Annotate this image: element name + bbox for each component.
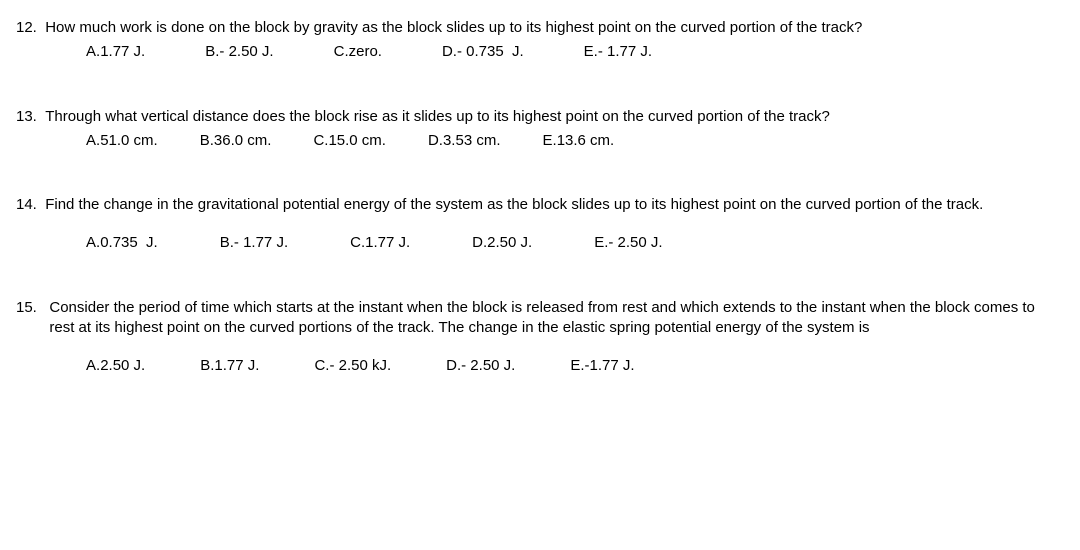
choice-value: - 1.77 J. [234,233,288,253]
question-text: Find the change in the gravitational pot… [45,195,1064,215]
question-12: 12. How much work is done on the block b… [16,18,1064,63]
choice-letter: D. [472,233,487,253]
question-text: How much work is done on the block by gr… [45,18,1064,38]
choice-letter: B. [200,131,214,151]
choice-value: 1.77 J. [365,233,410,253]
choice-b: B. - 2.50 J. [205,42,273,62]
choice-b: B. 1.77 J. [200,356,259,376]
choice-value: - 2.50 kJ. [329,356,391,376]
question-15: 15. Consider the period of time which st… [16,298,1064,377]
question-number: 12. [16,18,45,38]
choice-value: - 2.50 J. [461,356,515,376]
question-stem: 13. Through what vertical distance does … [16,107,1064,127]
choice-a: A. 51.0 cm. [86,131,158,151]
choice-value: - 2.50 J. [608,233,662,253]
choice-e: E. - 2.50 J. [594,233,662,253]
question-number-text: 15. [16,299,37,316]
choice-letter: E. [570,356,584,376]
choice-c: C. - 2.50 kJ. [314,356,391,376]
question-number-text: 14. [16,196,37,213]
choice-d: D. 2.50 J. [472,233,532,253]
choice-a: A. 0.735 J. [86,233,158,253]
choice-b: B. 36.0 cm. [200,131,272,151]
choice-c: C. zero. [334,42,382,62]
choice-value: 36.0 cm. [214,131,272,151]
choice-value: 1.77 J. [214,356,259,376]
question-text: Through what vertical distance does the … [45,107,1064,127]
choice-d: D. - 0.735 J. [442,42,524,62]
question-stem: 14. Find the change in the gravitational… [16,195,1064,215]
question-14: 14. Find the change in the gravitational… [16,195,1064,254]
choice-letter: A. [86,42,100,62]
page: 12. How much work is done on the block b… [0,0,1080,376]
choice-value: - 0.735 J. [457,42,524,62]
question-stem: 12. How much work is done on the block b… [16,18,1064,38]
choices-row: A. 51.0 cm. B. 36.0 cm. C. 15.0 cm. D. 3… [16,131,1064,151]
choice-value: 1.77 J. [100,42,145,62]
choices-row: A. 0.735 J. B. - 1.77 J. C. 1.77 J. D. 2… [16,233,1064,253]
choice-value: - 1.77 J. [598,42,652,62]
choice-letter: C. [314,356,329,376]
choice-letter: E. [584,42,598,62]
choice-value: 51.0 cm. [100,131,158,151]
choice-d: D. 3.53 cm. [428,131,501,151]
choice-letter: E. [543,131,557,151]
choice-letter: A. [86,131,100,151]
choice-value: 3.53 cm. [443,131,501,151]
choices-row: A. 2.50 J. B. 1.77 J. C. - 2.50 kJ. D. -… [16,356,1064,376]
choice-value: 2.50 J. [100,356,145,376]
choice-letter: C. [334,42,349,62]
choice-letter: B. [200,356,214,376]
question-number: 14. [16,195,45,215]
choices-row: A. 1.77 J. B. - 2.50 J. C. zero. D. - 0.… [16,42,1064,62]
choice-letter: C. [313,131,328,151]
choice-letter: A. [86,233,100,253]
choice-value: 15.0 cm. [328,131,386,151]
choice-letter: A. [86,356,100,376]
choice-c: C. 15.0 cm. [313,131,386,151]
choice-e: E. - 1.77 J. [584,42,652,62]
question-number-text: 13. [16,108,37,125]
choice-value: zero. [349,42,382,62]
question-number: 13. [16,107,45,127]
choice-a: A. 2.50 J. [86,356,145,376]
choice-letter: C. [350,233,365,253]
question-number: 15. [16,298,49,339]
question-stem: 15. Consider the period of time which st… [16,298,1064,339]
choice-c: C. 1.77 J. [350,233,410,253]
choice-d: D. - 2.50 J. [446,356,515,376]
question-number-text: 12. [16,19,37,36]
choice-letter: E. [594,233,608,253]
choice-letter: D. [442,42,457,62]
choice-value: 13.6 cm. [557,131,615,151]
question-13: 13. Through what vertical distance does … [16,107,1064,152]
choice-value: 0.735 J. [100,233,158,253]
choice-value: - 2.50 J. [219,42,273,62]
choice-letter: B. [220,233,234,253]
choice-value: 2.50 J. [487,233,532,253]
choice-value: -1.77 J. [585,356,635,376]
choice-a: A. 1.77 J. [86,42,145,62]
choice-letter: D. [446,356,461,376]
choice-e: E. 13.6 cm. [543,131,615,151]
choice-b: B. - 1.77 J. [220,233,288,253]
choice-e: E. -1.77 J. [570,356,634,376]
choice-letter: B. [205,42,219,62]
choice-letter: D. [428,131,443,151]
question-text: Consider the period of time which starts… [49,298,1064,339]
